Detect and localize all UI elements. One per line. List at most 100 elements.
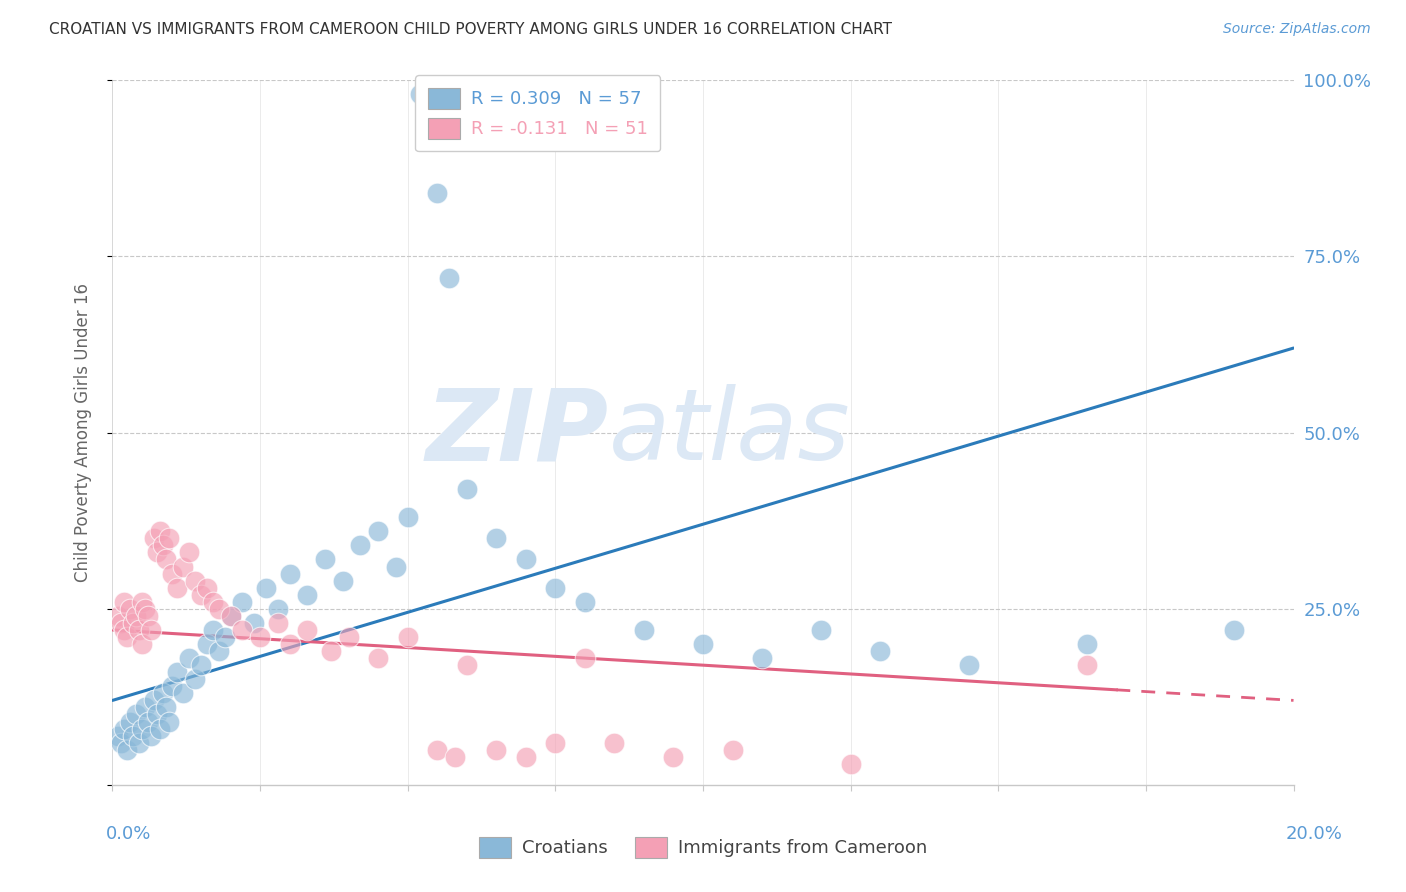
Point [751,651,773,665]
Point [437,270,460,285]
Point [337,630,360,644]
Point [201,595,224,609]
Point [367,651,389,665]
Point [319,644,342,658]
Point [385,559,408,574]
Point [146,707,169,722]
Text: 20.0%: 20.0% [1286,825,1343,843]
Point [166,581,188,595]
Point [122,729,145,743]
Point [117,630,138,644]
Point [485,742,508,756]
Point [112,722,135,736]
Point [267,601,290,615]
Legend: R = 0.309   N = 57, R = -0.131   N = 51: R = 0.309 N = 57, R = -0.131 N = 51 [415,75,661,152]
Point [184,673,207,687]
Point [134,700,156,714]
Point [219,608,242,623]
Point [120,714,142,729]
Point [172,686,194,700]
Point [160,679,183,693]
Point [957,658,980,673]
Point [155,700,177,714]
Point [142,532,165,546]
Point [869,644,891,658]
Point [184,574,207,588]
Point [120,601,142,615]
Point [254,581,277,595]
Point [131,595,153,609]
Point [152,686,174,700]
Point [603,736,626,750]
Point [134,601,156,615]
Point [249,630,271,644]
Point [131,637,153,651]
Point [155,552,177,566]
Point [139,729,162,743]
Point [456,658,478,673]
Point [349,538,371,552]
Point [117,742,138,756]
Point [166,665,188,680]
Point [297,623,319,637]
Point [110,615,132,630]
Point [152,538,174,552]
Legend: Croatians, Immigrants from Cameroon: Croatians, Immigrants from Cameroon [471,830,935,865]
Point [190,658,212,673]
Point [157,714,180,729]
Point [231,623,253,637]
Point [136,608,159,623]
Point [128,736,150,750]
Point [515,552,537,566]
Point [195,581,218,595]
Point [692,637,714,651]
Point [515,749,537,764]
Point [201,623,224,637]
Point [574,651,596,665]
Point [195,637,218,651]
Text: Source: ZipAtlas.com: Source: ZipAtlas.com [1223,22,1371,37]
Point [160,566,183,581]
Point [444,749,467,764]
Point [408,87,430,102]
Point [190,588,212,602]
Point [110,736,132,750]
Point [179,651,201,665]
Point [574,595,596,609]
Point [136,714,159,729]
Point [810,623,832,637]
Point [131,722,153,736]
Point [721,742,744,756]
Point [179,545,201,559]
Point [172,559,194,574]
Y-axis label: Child Poverty Among Girls Under 16: Child Poverty Among Girls Under 16 [73,283,91,582]
Point [125,707,148,722]
Point [426,742,449,756]
Point [208,644,231,658]
Point [544,736,567,750]
Point [128,623,150,637]
Point [142,693,165,707]
Point [485,532,508,546]
Point [208,601,231,615]
Point [231,595,253,609]
Point [396,510,419,524]
Point [426,186,449,200]
Text: CROATIAN VS IMMIGRANTS FROM CAMEROON CHILD POVERTY AMONG GIRLS UNDER 16 CORRELAT: CROATIAN VS IMMIGRANTS FROM CAMEROON CHI… [49,22,893,37]
Point [267,615,290,630]
Point [107,608,129,623]
Point [297,588,319,602]
Point [112,623,135,637]
Point [214,630,236,644]
Point [544,581,567,595]
Point [219,608,242,623]
Point [1076,658,1098,673]
Text: atlas: atlas [609,384,851,481]
Point [157,532,180,546]
Point [149,524,172,539]
Point [112,595,135,609]
Text: 0.0%: 0.0% [105,825,150,843]
Point [149,722,172,736]
Point [278,637,301,651]
Point [314,552,336,566]
